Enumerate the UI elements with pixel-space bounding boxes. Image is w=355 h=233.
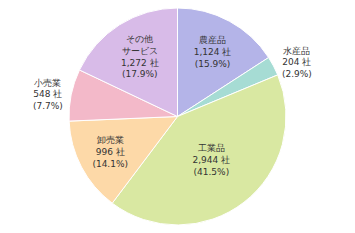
svg-text:卸売業996 社(14.1%): 卸売業996 社(14.1%) xyxy=(92,135,128,168)
svg-text:その他サービス1,272 社(17.9%): その他サービス1,272 社(17.9%) xyxy=(121,34,159,79)
svg-text:農産品1,124 社(15.9%): 農産品1,124 社(15.9%) xyxy=(194,35,232,68)
svg-text:小売業548 社(7.7%): 小売業548 社(7.7%) xyxy=(33,78,63,111)
svg-text:水産品204 社(2.9%): 水産品204 社(2.9%) xyxy=(282,46,312,79)
svg-text:工業品2,944 社(41.5%): 工業品2,944 社(41.5%) xyxy=(193,143,231,176)
